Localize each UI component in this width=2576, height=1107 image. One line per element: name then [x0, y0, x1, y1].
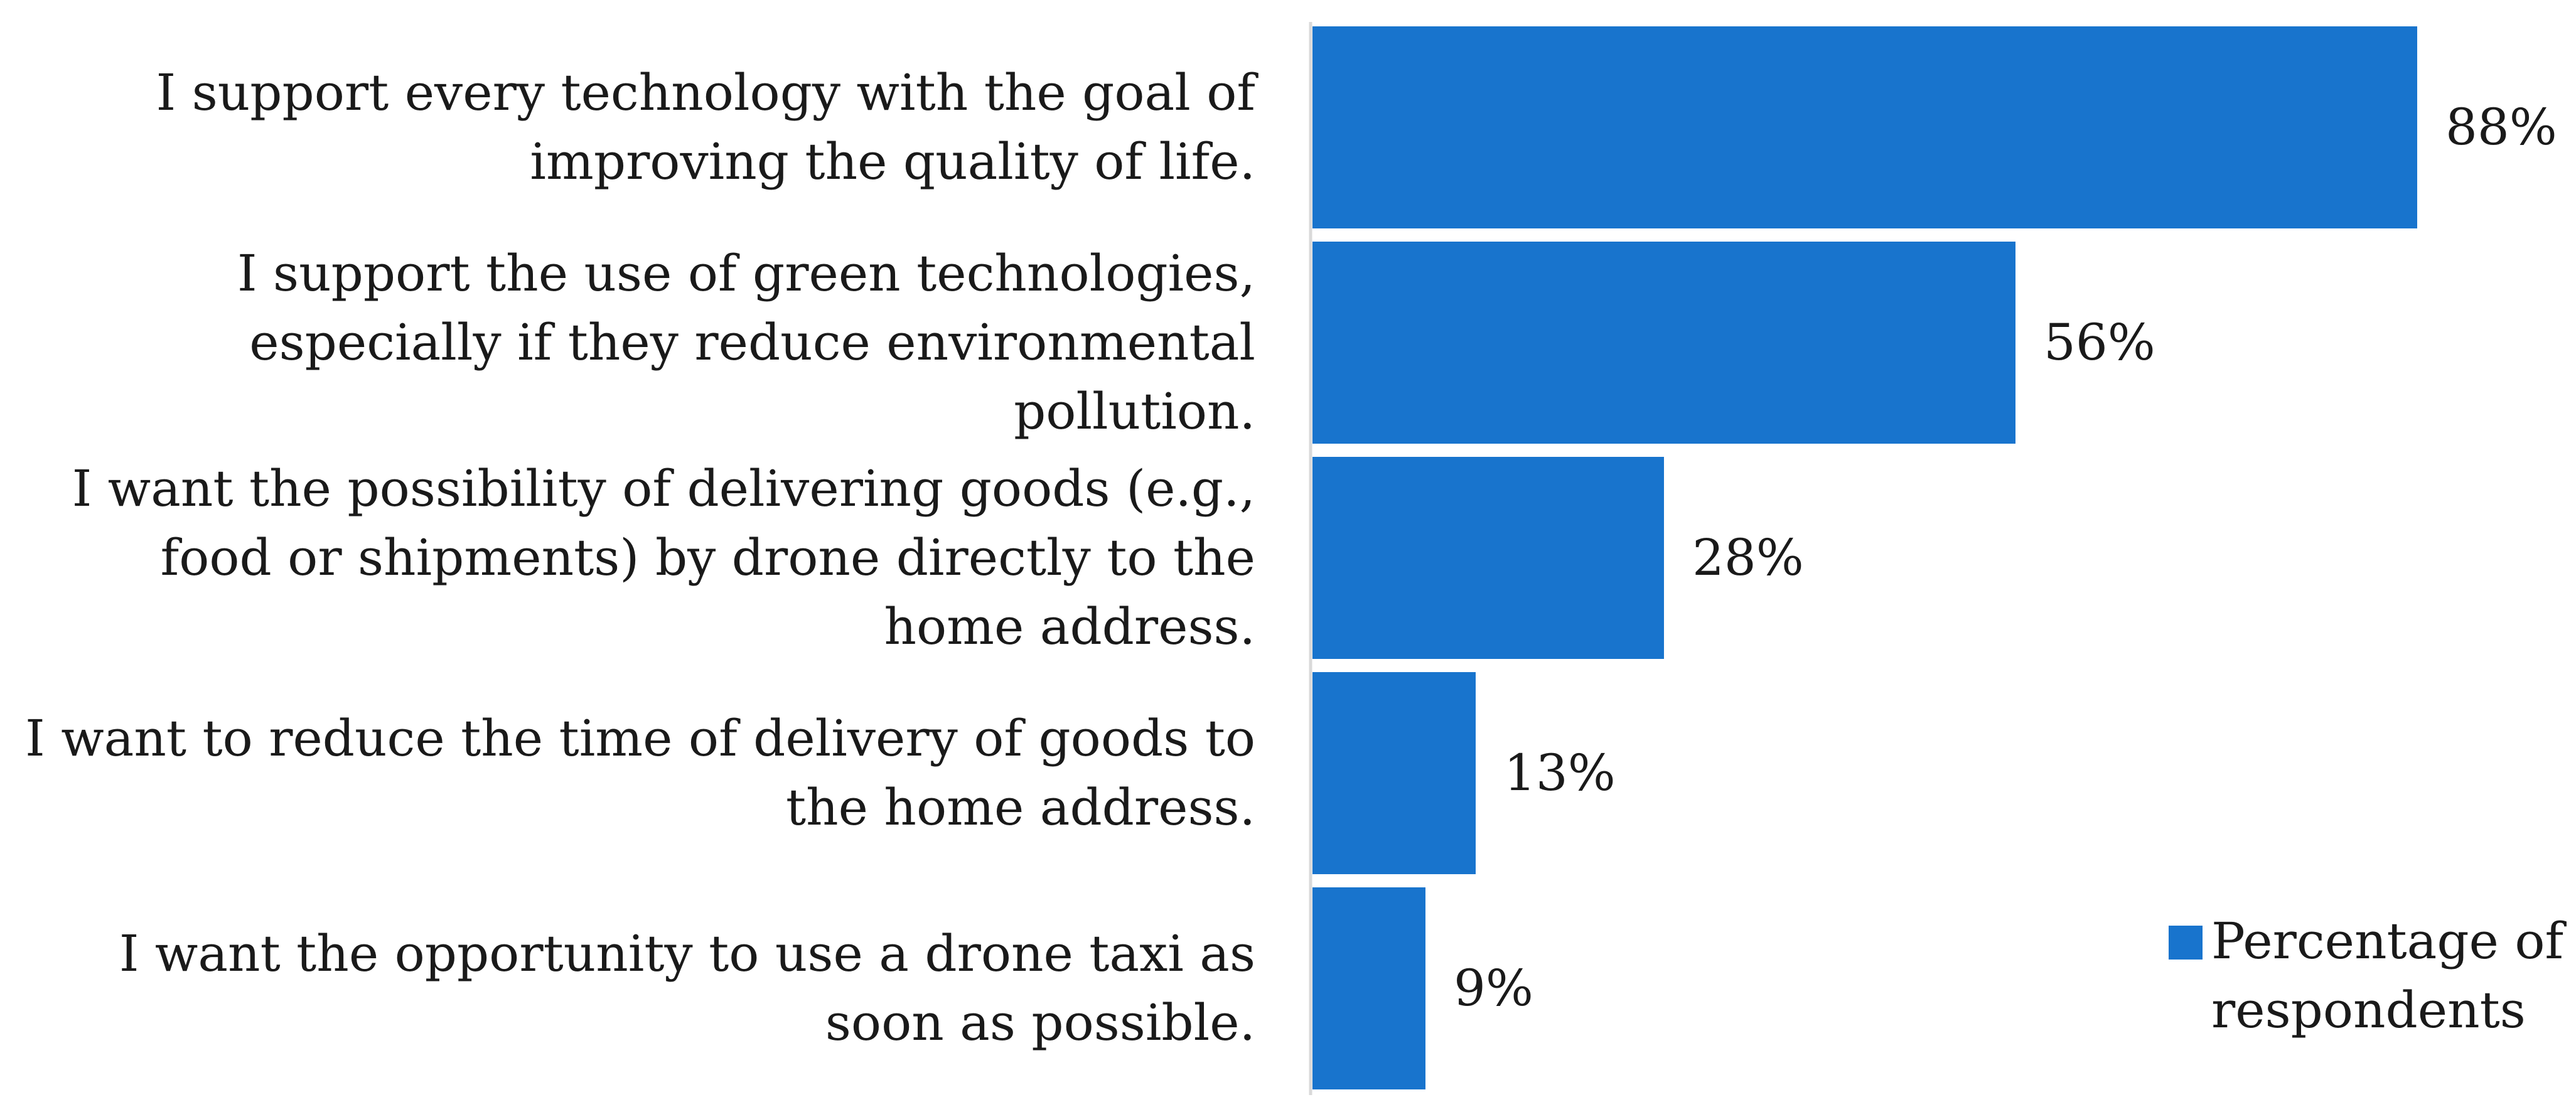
legend: Percentage of respondents: [2169, 907, 2576, 1045]
category-label: I want the possibility of delivering goo…: [72, 459, 1255, 656]
data-label: 9%: [1454, 959, 1533, 1017]
bar: [1312, 242, 2015, 444]
data-label: 56%: [2044, 313, 2155, 372]
category-label: I want to reduce the time of delivery of…: [25, 709, 1255, 837]
bar: [1312, 887, 1425, 1089]
bar: [1312, 457, 1664, 659]
legend-label: Percentage of respondents: [2211, 912, 2564, 1039]
bar: [1312, 26, 2417, 228]
legend-swatch: [2169, 926, 2203, 960]
data-label: 28%: [1692, 528, 1804, 587]
data-label: 88%: [2445, 98, 2557, 156]
data-label: 13%: [1504, 744, 1616, 802]
category-label: I support every technology with the goal…: [156, 63, 1255, 191]
category-label: I want the opportunity to use a drone ta…: [119, 924, 1255, 1052]
bar: [1312, 672, 1476, 874]
category-label: I support the use of green technologies,…: [237, 244, 1255, 441]
